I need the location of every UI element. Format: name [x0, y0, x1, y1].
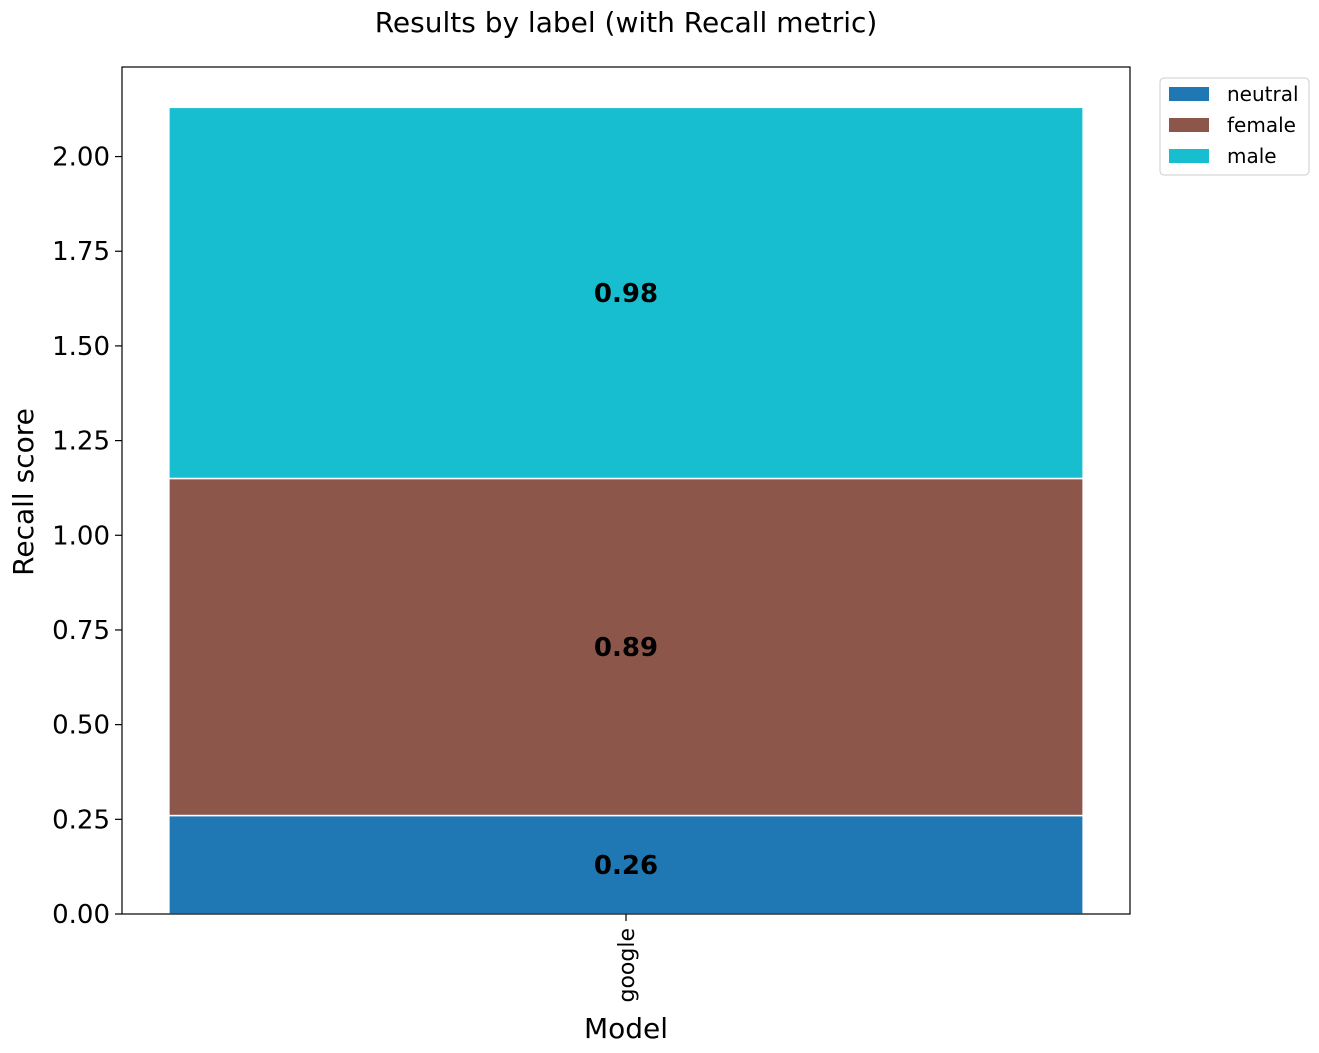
bar-male-google — [168, 106, 1084, 480]
y-tick-label: 1.50 — [52, 332, 110, 362]
x-axis: google — [615, 914, 640, 1003]
bar-female-google — [168, 477, 1084, 817]
y-tick-label: 0.75 — [52, 616, 110, 646]
y-tick-label: 1.00 — [52, 521, 110, 551]
y-tick-label: 0.00 — [52, 900, 110, 930]
legend-label-female: female — [1227, 113, 1296, 137]
y-axis: 0.00 0.25 0.50 0.75 1.00 1.25 1.50 1.75 2.00 — [52, 143, 122, 930]
legend-swatch-female — [1169, 118, 1209, 132]
bar-neutral-google — [168, 814, 1084, 915]
chart-title: Results by label (with Recall metric) — [375, 6, 878, 39]
data-label-neutral: 0.26 — [594, 851, 658, 881]
legend-label-male: male — [1227, 144, 1277, 168]
y-axis-label: Recall score — [7, 408, 40, 576]
data-label-female: 0.89 — [594, 633, 658, 663]
legend: neutral female male — [1159, 77, 1310, 176]
legend-label-neutral: neutral — [1227, 82, 1299, 106]
y-tick-label: 0.25 — [52, 805, 110, 835]
legend-swatch-male — [1169, 149, 1209, 163]
x-tick-label: google — [615, 928, 640, 1003]
legend-swatch-neutral — [1169, 87, 1209, 101]
data-labels-group: 0.26 0.89 0.98 — [594, 279, 658, 881]
y-tick-label: 0.50 — [52, 711, 110, 741]
y-tick-label: 1.25 — [52, 427, 110, 457]
data-label-male: 0.98 — [594, 279, 658, 309]
bars-group — [168, 106, 1084, 915]
x-axis-label: Model — [584, 1012, 668, 1045]
y-tick-label: 2.00 — [52, 143, 110, 173]
y-tick-label: 1.75 — [52, 237, 110, 267]
